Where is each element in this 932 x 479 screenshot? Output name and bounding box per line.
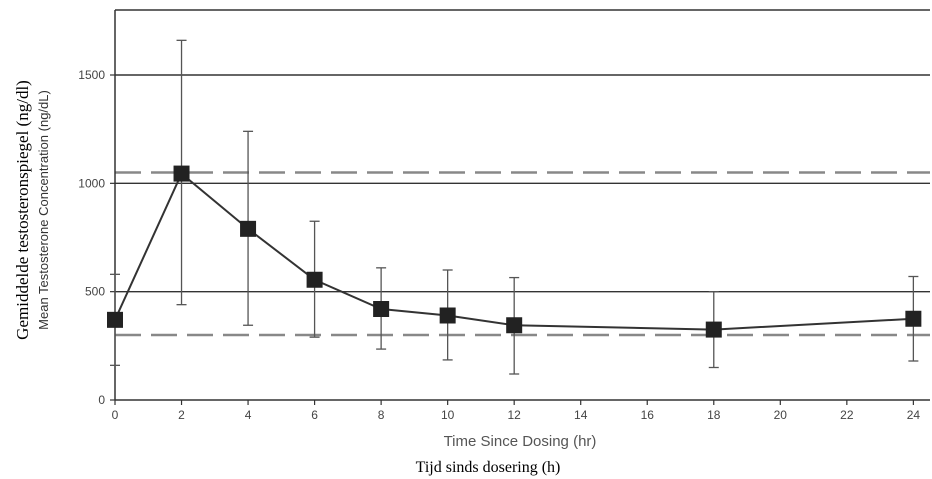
- data-point-5: [439, 307, 456, 324]
- x-tick-label-18: 18: [707, 408, 721, 422]
- data-point-6: [506, 317, 523, 334]
- y-tick-label-0: 0: [98, 393, 105, 407]
- y-tick-label-1000: 1000: [78, 176, 105, 190]
- x-tick-label-6: 6: [311, 408, 318, 422]
- x-tick-label-16: 16: [641, 408, 655, 422]
- data-point-2: [240, 220, 257, 237]
- y-tick-label-1500: 1500: [78, 68, 105, 82]
- y-tick-label-500: 500: [85, 285, 105, 299]
- x-tick-label-2: 2: [178, 408, 185, 422]
- x-tick-label-0: 0: [112, 408, 119, 422]
- y-axis-label-translation: Gemiddelde testosteronspiegel (ng/dl): [13, 80, 32, 340]
- axes: [114, 9, 930, 401]
- x-tick-label-22: 22: [840, 408, 854, 422]
- x-ticks: 0 2 4 6 8 10 12 14 16 18 20 22 24: [112, 400, 921, 422]
- data-point-7: [705, 321, 722, 338]
- reference-lines: [115, 171, 930, 337]
- x-tick-label-4: 4: [245, 408, 252, 422]
- x-axis-label: Time Since Dosing (hr): [444, 433, 597, 450]
- data-point-3: [306, 271, 323, 288]
- x-axis-label-translation: Tijd sinds dosering (h): [416, 459, 561, 476]
- grid-lines: [115, 74, 930, 293]
- data-point-1: [173, 165, 190, 182]
- data-point-0: [107, 311, 123, 328]
- data-markers: [107, 165, 922, 338]
- x-tick-label-8: 8: [378, 408, 385, 422]
- y-ticks: 0 500 1000 1500: [78, 68, 115, 407]
- y-axis-label: Mean Testosterone Concentration (ng/dL): [36, 90, 51, 330]
- x-tick-label-20: 20: [774, 408, 788, 422]
- data-point-4: [373, 301, 390, 317]
- data-point-8: [905, 310, 922, 327]
- x-tick-label-24: 24: [907, 408, 921, 422]
- x-tick-label-14: 14: [574, 408, 588, 422]
- x-tick-label-10: 10: [441, 408, 455, 422]
- x-tick-label-12: 12: [508, 408, 522, 422]
